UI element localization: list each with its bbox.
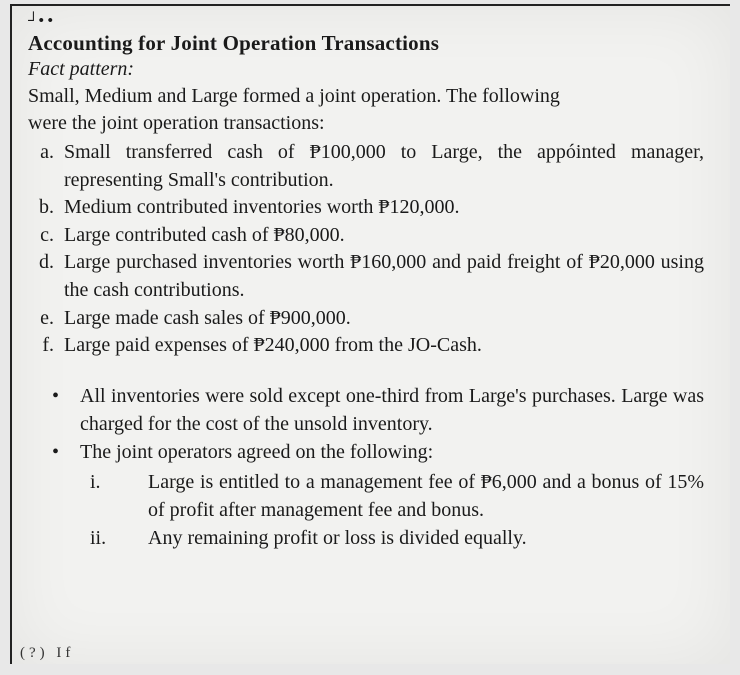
bullet-list: All inventories were sold except one-thi…: [42, 382, 704, 466]
item-text-c: Large contributed cash of ₱80,000.: [64, 224, 345, 246]
item-text-f: Large paid expenses of ₱240,000 from the…: [64, 334, 482, 356]
bullet-item-1: All inventories were sold except one-thi…: [42, 382, 704, 438]
roman-marker-ii: ii.: [90, 524, 130, 552]
intro-line-1: Small, Medium and Large formed a joint o…: [28, 83, 704, 110]
section-heading: Accounting for Joint Operation Transacti…: [28, 31, 704, 56]
list-item: d. Large purchased inventories worth ₱16…: [24, 249, 704, 304]
document-page: ┘• • Accounting for Joint Operation Tran…: [10, 4, 730, 664]
page-bottom-marks: (?) If: [20, 645, 74, 662]
item-marker-e: e.: [24, 305, 54, 333]
item-text-d: Large purchased inventories worth ₱160,0…: [64, 251, 704, 301]
roman-item: i. Large is entitled to a management fee…: [42, 468, 704, 524]
item-marker-c: c.: [24, 222, 54, 250]
roman-text-ii: Any remaining profit or loss is divided …: [148, 527, 527, 549]
bullet-item-2: The joint operators agreed on the follow…: [42, 438, 704, 466]
item-marker-b: b.: [24, 194, 54, 222]
roman-item: ii. Any remaining profit or loss is divi…: [42, 524, 704, 552]
list-item: b. Medium contributed inventories worth …: [24, 194, 704, 222]
item-marker-d: d.: [24, 249, 54, 277]
item-text-a: Small transferred cash of ₱100,000 to La…: [64, 141, 704, 191]
intro-line-2: were the joint operation transactions:: [28, 110, 704, 137]
item-text-e: Large made cash sales of ₱900,000.: [64, 307, 351, 329]
page-top-marks: ┘• •: [28, 14, 704, 29]
roman-marker-i: i.: [90, 468, 130, 496]
transaction-list: a. Small transferred cash of ₱100,000 to…: [24, 139, 704, 360]
item-marker-f: f.: [24, 332, 54, 360]
roman-text-i: Large is entitled to a management fee of…: [148, 471, 704, 521]
item-marker-a: a.: [24, 139, 54, 167]
list-item: a. Small transferred cash of ₱100,000 to…: [24, 139, 704, 194]
item-text-b: Medium contributed inventories worth ₱12…: [64, 196, 460, 218]
list-item: e. Large made cash sales of ₱900,000.: [24, 305, 704, 333]
list-item: c. Large contributed cash of ₱80,000.: [24, 222, 704, 250]
list-item: f. Large paid expenses of ₱240,000 from …: [24, 332, 704, 360]
roman-list: i. Large is entitled to a management fee…: [42, 468, 704, 552]
fact-pattern-label: Fact pattern:: [28, 58, 704, 81]
